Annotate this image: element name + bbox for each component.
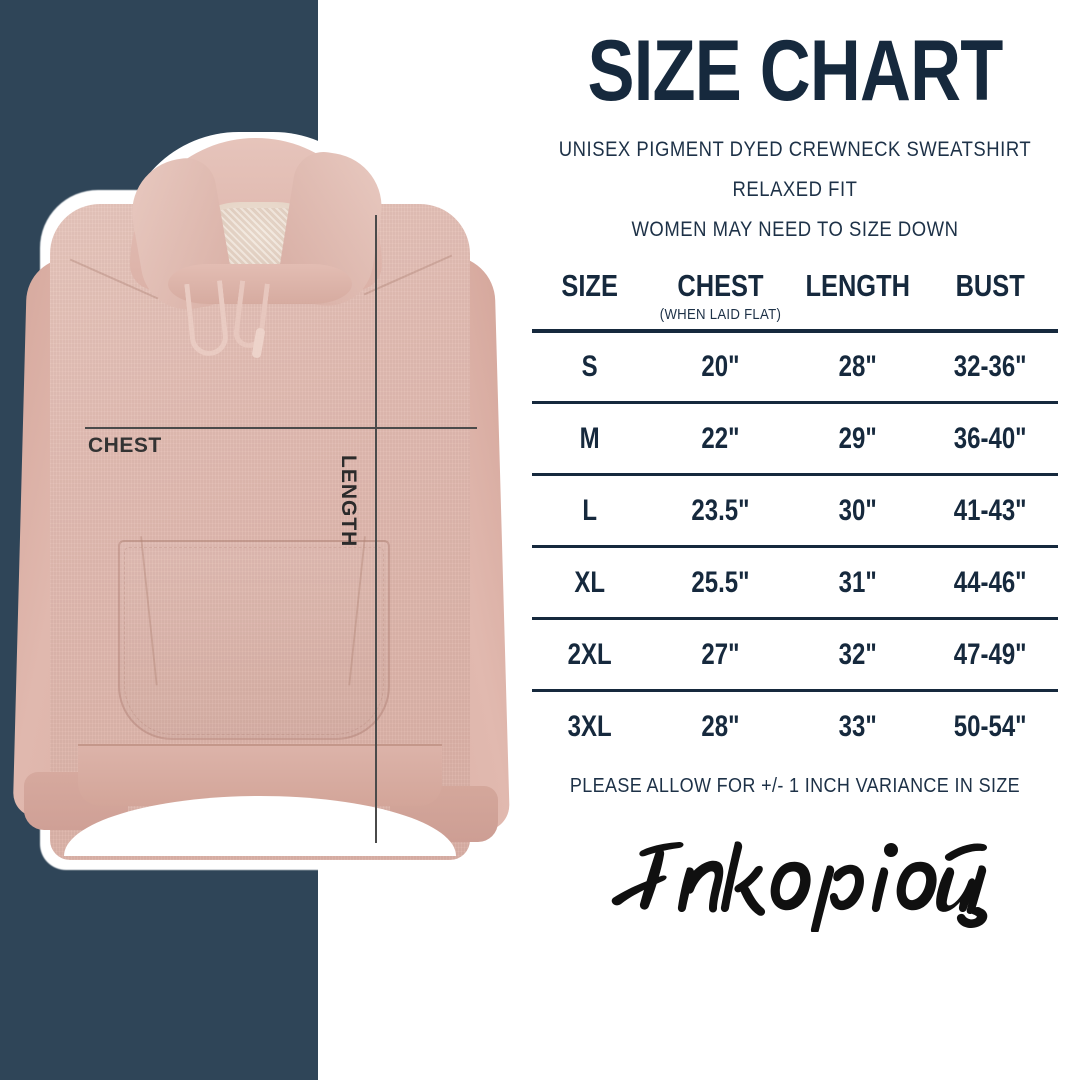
spacer-cell	[539, 306, 640, 329]
column-header-bust: BUST	[955, 267, 1025, 303]
cell-size: XL	[543, 546, 636, 621]
cell-length: 28"	[806, 330, 909, 405]
length-measure-line	[375, 215, 377, 843]
column-header-length: LENGTH	[805, 267, 911, 303]
spacer-cell	[930, 306, 1050, 329]
cell-chest: 25.5"	[662, 546, 780, 621]
size-table-wrap: SIZE CHEST LENGTH BUST (WHEN LAID FLAT)	[510, 268, 1080, 763]
table-row: 3XL 28" 33" 50-54"	[532, 691, 1058, 763]
neck-band	[168, 264, 352, 304]
cell-bust: 32-36"	[935, 330, 1045, 405]
cell-length: 29"	[806, 402, 909, 477]
cell-length: 32"	[806, 618, 909, 693]
chest-measure-line	[85, 427, 477, 429]
inkopious-wordmark: ®	[611, 840, 988, 932]
cell-size: 3XL	[567, 710, 612, 744]
cell-bust: 50-54"	[953, 710, 1027, 744]
pocket-topstitch	[124, 547, 384, 735]
waistband	[78, 744, 442, 806]
cell-length: 31"	[806, 546, 909, 621]
cell-length: 30"	[806, 474, 909, 549]
cell-bust: 36-40"	[935, 402, 1045, 477]
cell-chest: 27"	[662, 618, 780, 693]
cell-bust: 41-43"	[935, 474, 1045, 549]
cell-bust: 44-46"	[935, 546, 1045, 621]
variance-note: PLEASE ALLOW FOR +/- 1 INCH VARIANCE IN …	[569, 774, 1021, 797]
product-photo-panel: CHEST LENGTH	[0, 0, 510, 1080]
subtitle-product: UNISEX PIGMENT DYED CREWNECK SWEATSHIRT	[558, 137, 1032, 161]
size-table-head: SIZE CHEST LENGTH BUST (WHEN LAID FLAT)	[532, 268, 1058, 333]
cell-length: 33"	[838, 710, 877, 744]
cell-chest: 28"	[701, 710, 740, 744]
cell-bust: 47-49"	[935, 618, 1045, 693]
column-header-size: SIZE	[561, 267, 618, 303]
page-title: SIZE CHART	[587, 23, 1004, 119]
cell-size: L	[543, 474, 636, 549]
brand-logo: ®	[510, 820, 1080, 936]
column-header-chest: CHEST	[677, 267, 764, 303]
cell-chest: 23.5"	[662, 474, 780, 549]
cell-size: S	[543, 330, 636, 405]
subtitle-fit: RELAXED FIT	[732, 177, 858, 201]
size-table: SIZE CHEST LENGTH BUST (WHEN LAID FLAT)	[532, 268, 1058, 763]
table-row: L 23.5" 30" 41-43"	[532, 474, 1058, 549]
table-row: M 22" 29" 36-40"	[532, 402, 1058, 477]
cell-chest: 22"	[662, 402, 780, 477]
length-measure-label: LENGTH	[337, 455, 360, 548]
cell-chest: 20"	[662, 330, 780, 405]
chest-note: (WHEN LAID FLAT)	[660, 305, 782, 323]
table-row: S 20" 28" 32-36"	[532, 330, 1058, 405]
subtitle-sizing-advice: WOMEN MAY NEED TO SIZE DOWN	[631, 217, 959, 241]
table-row: 2XL 27" 32" 47-49"	[532, 618, 1058, 693]
cell-size: M	[543, 402, 636, 477]
table-row: XL 25.5" 31" 44-46"	[532, 546, 1058, 621]
hoodie-product-image	[12, 132, 510, 872]
chest-measure-label: CHEST	[88, 434, 162, 457]
size-table-header-row: SIZE CHEST LENGTH BUST	[532, 268, 1058, 306]
size-table-body: S 20" 28" 32-36" M 22" 29" 36-40" L 23.5…	[532, 330, 1058, 763]
size-chart-content: SIZE CHART UNISEX PIGMENT DYED CREWNECK …	[510, 0, 1080, 1080]
chest-note-row: (WHEN LAID FLAT)	[532, 306, 1058, 329]
spacer-cell	[802, 306, 914, 329]
registered-trademark: ®	[973, 904, 983, 919]
cell-size: 2XL	[543, 618, 636, 693]
